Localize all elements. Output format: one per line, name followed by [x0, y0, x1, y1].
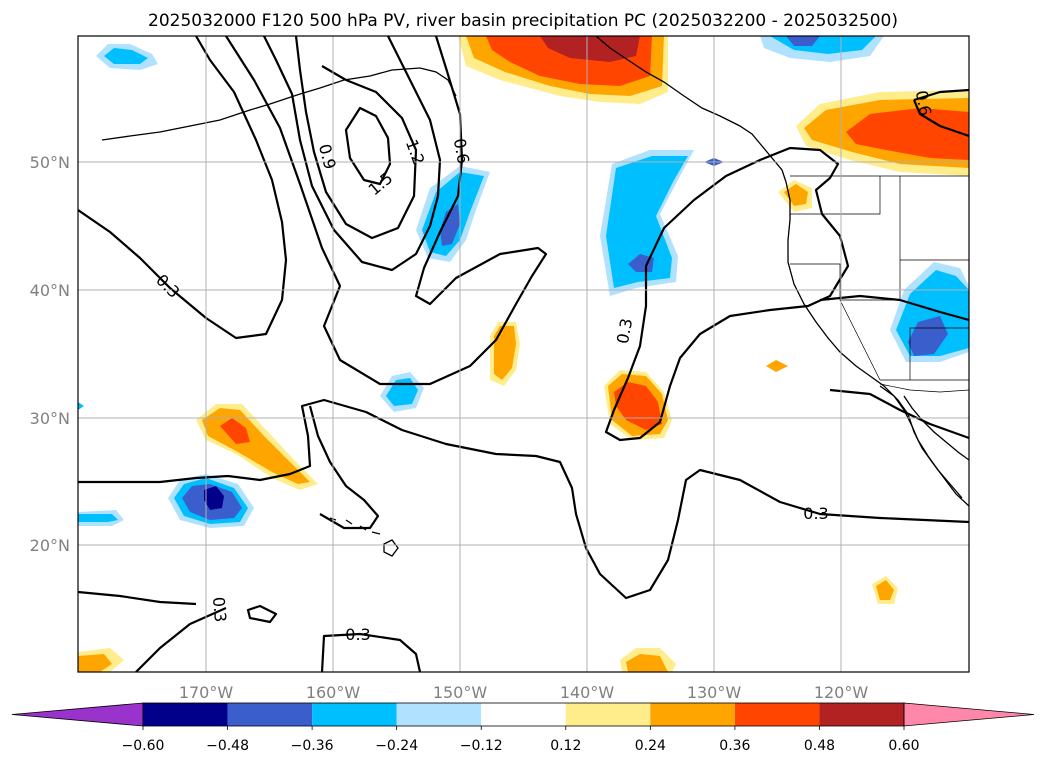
contour-0-6-west — [225, 36, 548, 386]
lon-label-170w: 170°W — [179, 683, 234, 702]
negative-anomaly-west-edge-north — [78, 402, 84, 410]
contour-label-0-3-south: 0.3 — [345, 625, 370, 644]
lon-label-160w: 160°W — [306, 683, 361, 702]
positive-anomaly-canada-peak — [846, 108, 969, 160]
contour-0-9 — [263, 36, 442, 272]
colorbar-segment — [565, 703, 651, 726]
contour-0-6-east — [912, 88, 969, 138]
contour-label-0-3-southeast: 0.3 — [803, 504, 828, 523]
contour-labels: 1.5 1.2 0.9 0.6 0.3 0.3 0.3 0.3 0.3 0.6 — [152, 89, 935, 644]
contour-0-3-islands — [308, 405, 380, 530]
contour-0-3-south-center — [320, 632, 422, 672]
lat-label-20n: 20°N — [30, 536, 70, 555]
colorbar-extend-low — [11, 702, 144, 727]
contour-0-3-east-coast — [819, 294, 969, 322]
baja-california — [879, 385, 969, 499]
colorbar-segment — [227, 703, 313, 726]
contour-0-3-east — [604, 146, 850, 442]
colorbar-tick-label: −0.60 — [122, 738, 165, 754]
positive-anomaly-124w-small — [766, 360, 788, 372]
colorbar-segment — [481, 703, 566, 726]
contour-0-3-north — [78, 36, 288, 340]
negative-anomaly-great-basin-peak — [908, 316, 948, 356]
negative-anomaly-top-right-peak — [786, 36, 820, 46]
map-panel: 1.5 1.2 0.9 0.6 0.3 0.3 0.3 0.3 0.3 0.6 — [77, 35, 970, 673]
contour-0-3-baja — [829, 388, 969, 440]
positive-anomaly-gulf-of-alaska-max — [540, 36, 640, 62]
negative-anomaly-west-edge-core — [78, 514, 118, 522]
negative-anomaly-nw-core — [104, 48, 148, 64]
lon-label-130w: 130°W — [687, 683, 742, 702]
positive-anomaly-oregon-core — [784, 184, 808, 206]
colorbar-segment — [650, 703, 735, 726]
colorbar-segment — [734, 703, 820, 726]
colorbar-tick-label: −0.48 — [206, 738, 249, 754]
lat-label-40n: 40°N — [30, 281, 70, 300]
colorbar-extend-high — [903, 702, 1035, 727]
colorbar-tick-label: 0.24 — [635, 738, 666, 754]
contour-0-3-south — [78, 590, 278, 672]
positive-anomaly-south-136w-core — [626, 654, 668, 672]
colorbar-tick-label: 0.36 — [719, 738, 750, 754]
political-borders — [790, 175, 969, 393]
contour-label-0-3-sw: 0.3 — [209, 596, 230, 623]
colorbar-tick-label: 0.12 — [550, 738, 581, 754]
negative-anomaly-135w-peak — [628, 254, 654, 272]
lon-label-120w: 120°W — [814, 683, 869, 702]
contour-label-0-6-east: 0.6 — [912, 89, 935, 117]
aleutian-islands — [101, 67, 421, 141]
contour-label-0-3-east: 0.3 — [613, 317, 636, 345]
positive-anomaly-165w-peak — [220, 418, 250, 444]
positive-anomaly-baja-core — [876, 580, 894, 600]
contour-1-2 — [294, 36, 418, 240]
pv-contours — [78, 36, 969, 672]
lon-label-150w: 150°W — [433, 683, 488, 702]
colorbar-tick-label: −0.12 — [460, 738, 503, 754]
latitude-labels: 50°N 40°N 30°N 20°N — [30, 153, 70, 555]
negative-anomaly-150w-peak — [440, 204, 460, 246]
colorbar-segment — [819, 703, 904, 726]
lat-label-30n: 30°N — [30, 409, 70, 428]
contour-1-5 — [344, 106, 392, 186]
colorbar-segment — [396, 703, 482, 726]
gridlines — [78, 36, 969, 672]
lat-label-50n: 50°N — [30, 153, 70, 172]
colorbar-tick-label: 0.60 — [888, 738, 919, 754]
negative-anomaly-169w-peak — [204, 486, 224, 510]
us-mexico-border — [879, 383, 969, 393]
colorbar: −0.60 −0.48 −0.36 −0.24 −0.12 0.12 0.24 0.36 0.4… — [11, 702, 1035, 754]
map-title: 2025032000 F120 500 hPa PV, river basin … — [148, 11, 898, 31]
positive-anomaly-146w-core — [494, 326, 516, 380]
colorbar-frame — [142, 702, 905, 727]
colorbar-tick-label: −0.24 — [375, 738, 418, 754]
colorbar-segment — [312, 703, 397, 726]
longitude-labels: 170°W 160°W 150°W 140°W 130°W 120°W — [179, 683, 869, 702]
colorbar-ticks: −0.60 −0.48 −0.36 −0.24 −0.12 0.12 0.24 0.36 0.4… — [122, 726, 920, 754]
positive-anomaly-southwest-corner-core — [78, 654, 112, 672]
negative-anomaly-135w-core — [606, 156, 688, 288]
colorbar-segment — [143, 703, 228, 726]
colorbar-tick-label: −0.36 — [291, 738, 334, 754]
contour-0-3-central — [78, 398, 969, 600]
colorbar-tick-label: 0.48 — [804, 738, 835, 754]
lon-label-140w: 140°W — [560, 683, 615, 702]
colorbar-segments — [11, 702, 1035, 727]
state-borders — [790, 176, 969, 381]
contour-label-0-6-west: 0.6 — [450, 137, 473, 165]
map-frame — [77, 35, 970, 673]
